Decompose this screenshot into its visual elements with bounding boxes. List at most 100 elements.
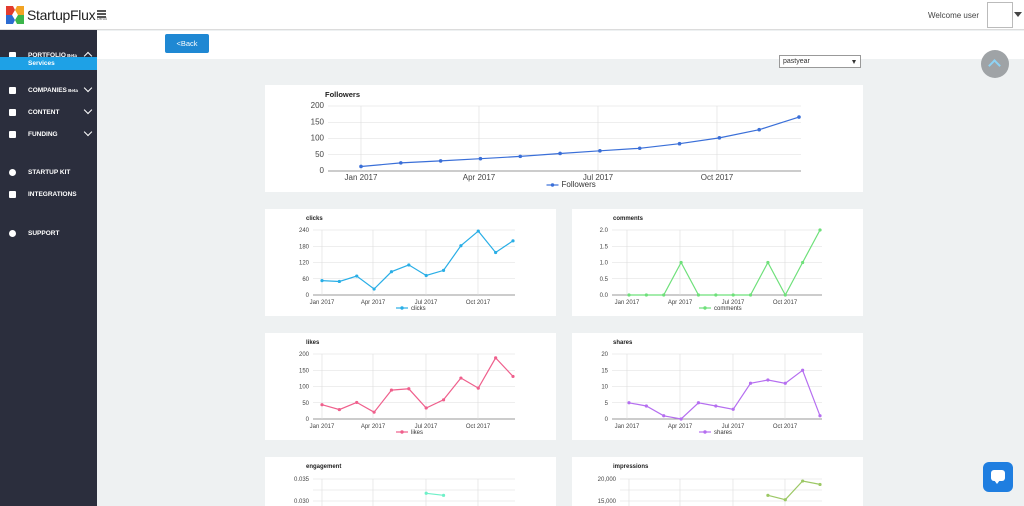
impressions-data-point [766, 493, 770, 497]
shares-data-point [766, 378, 770, 382]
x-tick-label: Apr 2017 [361, 300, 386, 306]
sidebar-item-portfolio[interactable]: PORTFOLIO Beta [0, 48, 97, 62]
followers-data-point [797, 115, 801, 119]
y-tick-label: 60 [302, 277, 309, 283]
likes-data-point [476, 386, 480, 390]
x-tick-label: Jul 2017 [583, 173, 614, 182]
followers-data-point [558, 151, 562, 156]
y-tick-label: 0.5 [600, 277, 609, 283]
sidebar-item-companies[interactable]: COMPANIES Beta [0, 83, 97, 97]
y-tick-label: 200 [311, 101, 325, 110]
chevron-down-icon [83, 105, 93, 115]
y-tick-label: 0 [306, 293, 310, 299]
y-tick-label: 50 [302, 401, 309, 407]
chevron-down-icon [83, 127, 93, 137]
clicks-data-point [372, 287, 376, 291]
comments-chart-title: comments [613, 216, 644, 222]
likes-data-point [355, 400, 359, 405]
chevron-down-icon [83, 83, 93, 93]
x-tick-label: Jan 2017 [615, 300, 640, 306]
beta-tag: beta [97, 16, 107, 22]
clicks-chart-title: clicks [306, 216, 323, 222]
x-tick-label: Jan 2017 [615, 424, 640, 430]
y-tick-label: 0 [306, 417, 310, 423]
avatar[interactable] [987, 2, 1013, 28]
sidebar-item-content[interactable]: CONTENT [0, 105, 97, 119]
y-tick-label: 15,000 [598, 499, 617, 505]
likes-data-point [407, 387, 411, 391]
y-tick-label: 240 [299, 228, 310, 234]
support-icon [9, 229, 16, 237]
legend-marker [400, 430, 404, 434]
scroll-to-top-button[interactable] [981, 50, 1009, 78]
chat-button[interactable] [983, 462, 1013, 492]
logo-mark-icon [6, 6, 24, 24]
legend-marker [703, 306, 707, 310]
shares-chart-title: shares [613, 340, 633, 346]
y-tick-label: 15 [601, 368, 608, 374]
sidebar: PORTFOLIO Beta COMPANIES Beta CONTENT FUNDI… [0, 30, 97, 506]
chevron-up-icon [988, 59, 1001, 72]
back-button[interactable]: <Back [165, 34, 209, 53]
sidebar-item-startup-kit[interactable]: STARTUP KIT [0, 165, 97, 179]
comments-series-line [629, 229, 821, 297]
shares-data-point [644, 404, 648, 408]
engagement-data-point [424, 491, 428, 495]
clicks-data-point [407, 263, 411, 267]
comments-data-point [714, 293, 718, 297]
x-tick-label: Oct 2017 [701, 173, 734, 182]
likes-chart-title: likes [306, 340, 320, 346]
engagement-chart: engagement 0.030 0.035 [294, 464, 515, 506]
engagement-series-line [426, 492, 444, 496]
x-tick-label: Jan 2017 [310, 300, 335, 306]
likes-data-point [511, 374, 515, 379]
likes-data-point [459, 376, 463, 380]
beta-badge: Beta [66, 87, 78, 93]
clicks-data-point [476, 229, 480, 233]
clicks-data-point [441, 268, 446, 272]
x-tick-label: Oct 2017 [466, 424, 491, 430]
y-tick-label: 150 [311, 117, 325, 126]
likes-chart-card: likes 0 50 100 150 200 Jan 2017 Apr 2017 Jul 201… [265, 333, 556, 440]
comments-data-point [801, 260, 805, 265]
user-menu-caret-icon[interactable] [1014, 12, 1022, 17]
sidebar-item-label: CONTENT [28, 108, 60, 116]
sidebar-subitem-services[interactable]: Services [0, 57, 97, 70]
legend-label: shares [714, 430, 732, 436]
sidebar-item-support[interactable]: SUPPORT [0, 226, 97, 240]
comments-data-point [679, 260, 683, 265]
portfolio-icon [9, 51, 16, 59]
legend-label: likes [411, 430, 423, 436]
chevron-down-icon [852, 60, 856, 64]
sidebar-item-funding[interactable]: FUNDING [0, 127, 97, 141]
sidebar-item-label: FUNDING [28, 130, 58, 138]
sidebar-item-label: SUPPORT [28, 229, 60, 237]
clicks-chart-card: clicks 0 60 120 180 240 Jan 2017 Apr 2017 Jul 20… [265, 209, 556, 316]
app-name: StartupFlux [27, 7, 96, 23]
legend-label: Followers [562, 180, 596, 189]
y-tick-label: 100 [311, 134, 325, 143]
shares-data-point [818, 414, 822, 418]
app-logo[interactable]: StartupFlux [6, 5, 96, 25]
x-tick-label: Jul 2017 [415, 424, 438, 430]
y-tick-label: 150 [299, 368, 310, 374]
legend-label: clicks [411, 306, 426, 312]
comments-data-point [818, 228, 822, 232]
legend-label: comments [714, 306, 742, 312]
y-tick-label: 120 [299, 261, 310, 267]
likes-data-point [424, 406, 428, 410]
x-tick-label: Apr 2017 [668, 424, 693, 430]
legend-marker [703, 430, 707, 434]
shares-data-point [714, 404, 718, 408]
sidebar-item-integrations[interactable]: INTEGRATIONS [0, 187, 97, 201]
followers-data-point [598, 149, 602, 153]
y-tick-label: 0.0 [600, 293, 609, 299]
shares-data-point [748, 381, 753, 385]
shares-data-point [662, 414, 666, 418]
shares-data-point [679, 417, 683, 421]
period-select[interactable]: pastyear [779, 55, 861, 68]
menu-toggle-icon[interactable] [97, 10, 106, 18]
followers-data-point [478, 156, 483, 161]
followers-data-point [438, 159, 443, 163]
impressions-chart-title: impressions [613, 464, 649, 470]
